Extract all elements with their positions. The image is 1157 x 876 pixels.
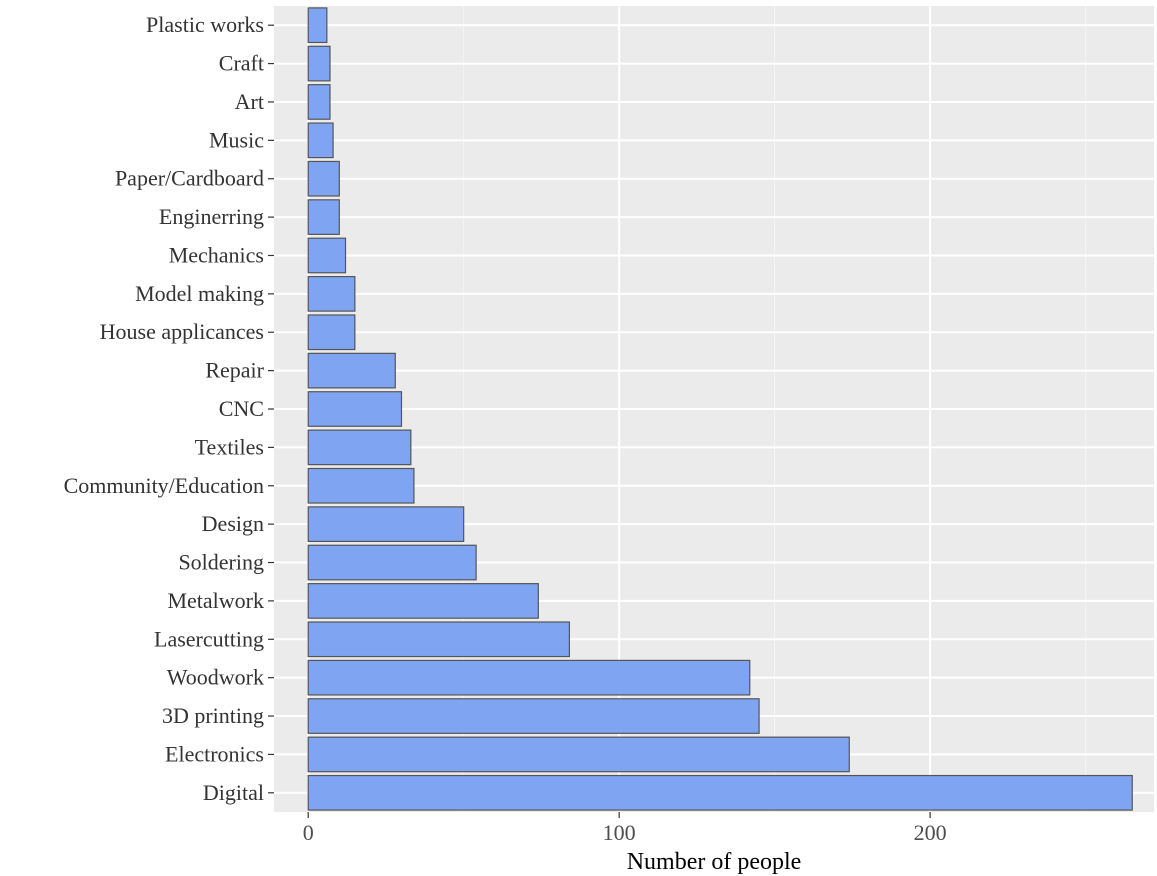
y-tick-label: Textiles: [195, 434, 264, 459]
y-tick-label: Art: [235, 89, 264, 114]
y-tick-label: Woodwork: [167, 665, 264, 690]
y-tick-label: CNC: [219, 396, 264, 421]
x-tick-label: 100: [603, 820, 636, 845]
bar: [307, 621, 571, 658]
bar: [307, 84, 331, 120]
bar: [307, 698, 760, 734]
y-tick-label: Community/Education: [64, 473, 264, 498]
y-tick-label: Plastic works: [146, 12, 264, 37]
bar: [307, 199, 340, 235]
bar: [307, 736, 850, 773]
bar: [307, 467, 415, 504]
x-tick-label: 200: [914, 820, 947, 845]
y-tick-label: Digital: [203, 780, 264, 805]
bar: [307, 275, 356, 312]
y-tick-label: Repair: [205, 358, 264, 383]
bar: [307, 7, 328, 44]
bar: [307, 391, 403, 427]
y-tick-label: Lasercutting: [154, 626, 264, 651]
bar: [307, 352, 396, 389]
y-tick-label: Electronics: [165, 741, 264, 766]
bar: [307, 774, 1133, 811]
bar: [307, 659, 751, 696]
bar: [307, 506, 465, 543]
y-tick-label: Model making: [135, 281, 264, 306]
bars: [307, 7, 1133, 811]
y-tick-label: Mechanics: [169, 242, 264, 267]
y-tick-label: Enginerring: [159, 204, 264, 229]
bar: [307, 583, 539, 619]
y-tick-label: Design: [202, 511, 264, 536]
bar: [307, 544, 477, 581]
y-tick-label: House applicances: [100, 319, 264, 344]
y-axis: Digital Electronics 3D printing Woodwork Las…: [64, 12, 274, 805]
y-tick-label: Music: [209, 127, 264, 152]
bar: [307, 160, 340, 197]
y-tick-label: Soldering: [178, 550, 264, 575]
bar: [307, 429, 412, 466]
x-tick-label: 0: [303, 820, 314, 845]
y-tick-label: Craft: [219, 51, 264, 76]
bar: [307, 122, 334, 159]
bar: [307, 45, 331, 82]
y-tick-label: Paper/Cardboard: [115, 166, 264, 191]
bar: [307, 314, 356, 351]
y-tick-label: 3D printing: [162, 703, 264, 728]
bar: [307, 237, 347, 274]
x-axis-title: Number of people: [627, 849, 802, 875]
x-axis: 0 100 200: [303, 812, 947, 845]
y-tick-label: Metalwork: [167, 588, 264, 613]
